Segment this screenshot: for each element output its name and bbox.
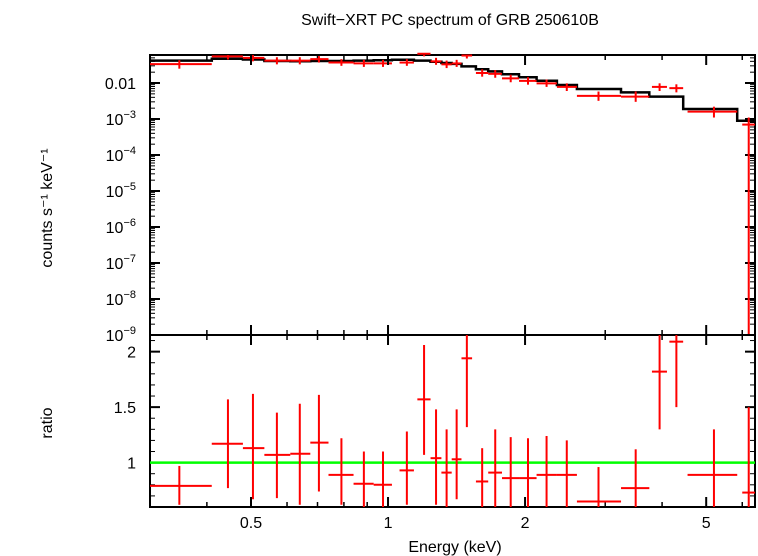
y-tick-label: 10−9 bbox=[106, 325, 136, 345]
ratio-data-point bbox=[687, 429, 738, 507]
ratio-data-point bbox=[150, 465, 212, 505]
ratio-data-point bbox=[399, 431, 414, 505]
ratio-data-point bbox=[373, 451, 392, 507]
spectrum-data-point bbox=[328, 59, 354, 66]
y-tick-label: 10−6 bbox=[106, 217, 136, 237]
model-step-line bbox=[150, 57, 755, 122]
spectrum-data-point bbox=[556, 83, 577, 91]
spectrum-y-axis-label: counts s⁻¹ keV⁻¹ bbox=[39, 148, 56, 267]
y-tick-label: 10−8 bbox=[106, 289, 136, 309]
y-tick-label: 0.01 bbox=[105, 76, 136, 93]
spectrum-data-point bbox=[502, 74, 520, 83]
y-tick-label: 10−3 bbox=[106, 109, 136, 129]
ratio-data-point bbox=[211, 399, 243, 489]
ratio-data-point bbox=[502, 437, 520, 507]
spectrum-data-point bbox=[430, 57, 442, 65]
ratio-data-point bbox=[417, 344, 431, 455]
spectrum-data-point bbox=[576, 91, 622, 101]
ratio-y-tick-label: 1.5 bbox=[114, 400, 136, 417]
ratio-data-point bbox=[621, 449, 650, 507]
ratio-plot-frame bbox=[149, 334, 756, 508]
x-tick-label: 5 bbox=[702, 515, 711, 532]
spectrum-data-point bbox=[519, 77, 537, 85]
spectrum-data-point bbox=[621, 91, 650, 102]
chart-title: Swift−XRT PC spectrum of GRB 250610B bbox=[301, 12, 599, 29]
spectrum-data-point bbox=[669, 84, 684, 93]
ratio-y-axis-label: ratio bbox=[39, 407, 56, 438]
ratio-data-point bbox=[451, 409, 462, 500]
ratio-data-point bbox=[353, 451, 374, 507]
spectrum-panel: 0.01 10−3 10−4 10−5 10−6 10−7 10−8 10−9 bbox=[105, 52, 756, 507]
ratio-data-point bbox=[669, 335, 684, 408]
ratio-data-point bbox=[290, 403, 311, 505]
spectrum-data-point bbox=[488, 69, 503, 78]
ratio-data-point bbox=[430, 409, 442, 505]
x-axis-label: Energy (keV) bbox=[408, 539, 501, 556]
y-tick-label: 10−4 bbox=[106, 145, 136, 165]
ratio-data-point bbox=[264, 412, 291, 499]
spectrum-data-point bbox=[399, 59, 414, 66]
x-tick-label: 0.5 bbox=[240, 515, 262, 532]
ratio-data-point bbox=[536, 435, 557, 507]
ratio-data-point bbox=[441, 429, 452, 507]
ratio-data-point bbox=[461, 335, 473, 428]
ratio-data-point bbox=[242, 393, 265, 500]
spectrum-data-point bbox=[264, 57, 291, 65]
spectrum-data-point bbox=[353, 59, 374, 67]
ratio-data-point bbox=[310, 394, 329, 492]
spectrum-data-point bbox=[475, 69, 489, 77]
ratio-data-point bbox=[742, 407, 755, 507]
ratio-data-point bbox=[556, 440, 577, 507]
ratio-data-point bbox=[328, 438, 354, 505]
spectrum-data-point bbox=[290, 57, 311, 65]
spectrum-data-point bbox=[242, 55, 265, 62]
spectrum-data-point bbox=[536, 79, 557, 87]
x-tick-label: 1 bbox=[384, 515, 393, 532]
spectrum-data-point bbox=[310, 56, 329, 63]
spectrum-data-point bbox=[742, 117, 755, 335]
ratio-data-point bbox=[488, 429, 503, 507]
ratio-y-tick-label: 2 bbox=[127, 345, 136, 362]
ratio-data-point bbox=[651, 335, 667, 430]
ratio-y-tick-label: 1 bbox=[127, 456, 136, 473]
spectrum-data-point bbox=[687, 106, 738, 118]
spectrum-data-point bbox=[651, 83, 667, 91]
ratio-data-point bbox=[519, 438, 537, 507]
ratio-data-point bbox=[576, 467, 622, 507]
spectrum-data-point bbox=[451, 59, 462, 67]
y-tick-label: 10−7 bbox=[106, 253, 136, 273]
ratio-data-point bbox=[475, 448, 489, 507]
x-tick-label: 2 bbox=[521, 515, 530, 532]
spectrum-data-point bbox=[150, 60, 212, 69]
spectrum-data-point bbox=[417, 52, 431, 57]
spectrum-data-point bbox=[441, 60, 452, 69]
spectrum-data-point bbox=[461, 54, 473, 59]
y-tick-label: 10−5 bbox=[106, 181, 136, 201]
ratio-panel: 0.5 1 2 5 1 1.5 2 bbox=[114, 55, 756, 532]
spectrum-data-point bbox=[211, 55, 243, 60]
